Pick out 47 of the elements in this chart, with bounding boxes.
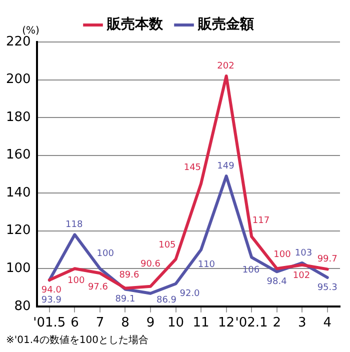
data-label: 100 xyxy=(68,276,85,286)
data-label: 92.0 xyxy=(180,289,200,300)
x-tick-label: 3 xyxy=(298,316,306,331)
data-label: 86.9 xyxy=(156,296,177,306)
data-label: 89.1 xyxy=(115,294,136,305)
x-tick-label: 12 xyxy=(218,316,235,331)
y-tick-label: 160 xyxy=(6,148,31,163)
y-tick-label: 100 xyxy=(6,261,31,276)
data-label: 94.0 xyxy=(41,285,62,296)
data-label: 93.9 xyxy=(41,295,62,306)
x-tick-label: '01.5 xyxy=(33,316,66,331)
x-tick-label: 11 xyxy=(192,316,210,331)
data-label: 100 xyxy=(96,248,114,259)
x-tick-label: 7 xyxy=(96,316,104,331)
data-label: 89.6 xyxy=(119,270,140,281)
y-tick-label: 180 xyxy=(6,110,31,125)
data-label: 105 xyxy=(158,240,176,251)
data-label: 110 xyxy=(198,260,216,270)
x-tick-label: 10 xyxy=(168,316,184,331)
text: ※'01.4の数値を100とした場合 xyxy=(6,334,150,348)
data-label: 202 xyxy=(217,61,234,72)
x-tick-label: '02.1 xyxy=(235,316,268,331)
data-label: 145 xyxy=(184,162,202,173)
y-axis-title: (%) xyxy=(22,26,40,37)
data-label: 149 xyxy=(217,161,235,172)
data-label: 98.4 xyxy=(266,276,288,287)
y-tick-label: 200 xyxy=(6,72,31,88)
x-tick-label: 4 xyxy=(323,316,332,331)
data-label: 102 xyxy=(292,271,310,282)
x-tick-label: 9 xyxy=(146,316,155,331)
legend-label: 販売本数 xyxy=(106,16,164,33)
legend-label: 販売金額 xyxy=(197,16,254,33)
y-tick-label: 80 xyxy=(14,298,31,314)
data-label: 95.3 xyxy=(317,282,338,293)
y-tick-label: 140 xyxy=(6,185,31,200)
x-tick-label: 6 xyxy=(70,316,79,331)
data-label: 118 xyxy=(66,220,83,230)
data-label: 97.6 xyxy=(88,282,108,293)
data-label: 100 xyxy=(274,250,292,260)
y-tick-label: 120 xyxy=(6,223,31,238)
data-label: 103 xyxy=(294,248,312,258)
data-label: 99.7 xyxy=(317,254,338,265)
x-tick-label: 8 xyxy=(121,316,130,331)
x-tick-label: 2 xyxy=(272,316,281,331)
y-tick-label: 220 xyxy=(6,34,31,50)
data-label: 90.6 xyxy=(140,260,161,270)
data-label: 117 xyxy=(252,216,270,226)
